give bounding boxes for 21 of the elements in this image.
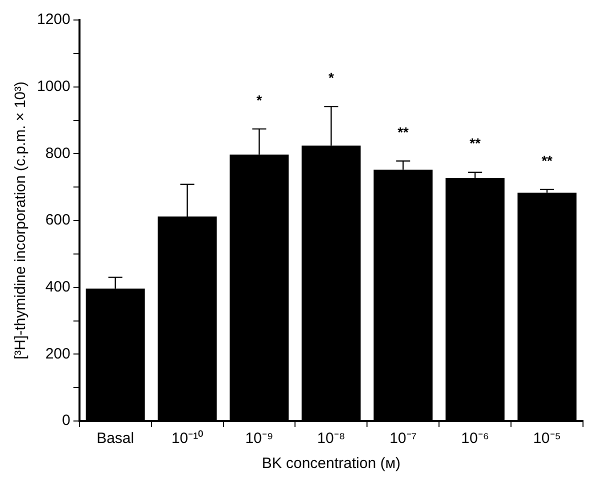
y-tick-label: 800 [45,144,70,162]
y-tick-label: 200 [45,345,70,362]
y-tick-label: 1000 [36,78,70,95]
annotation: * [256,92,263,108]
y-tick-label: 600 [45,212,70,229]
annotation: ** [470,135,482,152]
x-tick-label: 10⁻¹⁰ [171,430,204,448]
y-axis-title: [³H]-thymidine incorporation (c.p.m. × 10³) [12,81,30,360]
x-axis-title: BK concentration (ᴍ) [262,455,401,472]
x-tick-label: 10⁻⁶ [461,430,490,448]
x-tick-label: 10⁻⁵ [533,430,561,448]
y-tick-label: 0 [62,412,70,430]
y-tick-label: 400 [45,278,70,296]
annotation: ** [542,152,554,168]
x-tick-label: 10⁻⁸ [317,430,346,448]
x-tick-label: 10⁻⁹ [245,430,274,448]
y-tick-label: 1200 [36,11,70,28]
x-tick-label: 10⁻⁷ [390,430,417,448]
annotation: ** [398,124,410,140]
annotation: * [328,69,334,86]
x-tick-label: Basal [96,430,134,448]
